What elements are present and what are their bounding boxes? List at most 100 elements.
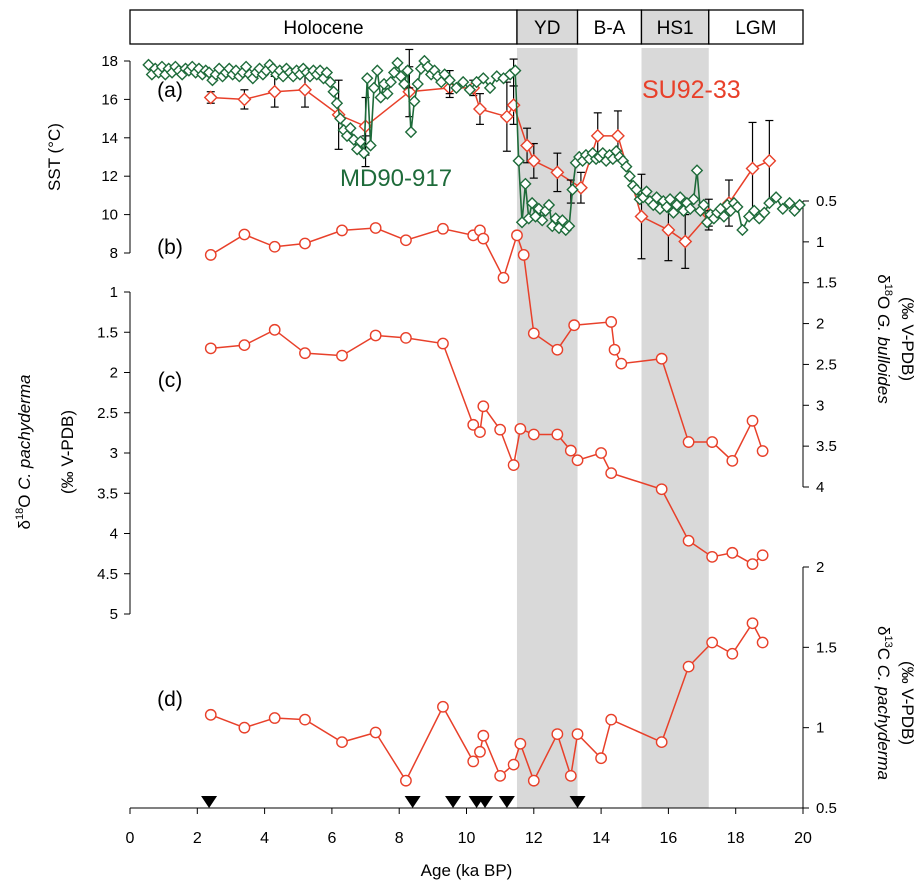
md_sst-point — [456, 75, 470, 89]
pachyderma_c-tick-label: 1 — [816, 720, 824, 737]
su_sst-point — [203, 90, 218, 105]
period-box-4 — [708, 9, 804, 45]
md_sst-point — [623, 170, 636, 183]
period-label-0: Holocene — [283, 18, 363, 39]
su_sst-point — [550, 165, 565, 180]
pachyderma_c-point — [527, 774, 540, 787]
pachyderma_o-point — [467, 418, 480, 431]
bulloides-point — [497, 271, 510, 284]
md_sst-point — [650, 191, 663, 204]
series-pachyderma_c — [204, 617, 769, 787]
bulloides-point — [517, 249, 530, 261]
bulloides-point — [299, 237, 311, 250]
x-tick-label: 4 — [260, 830, 269, 847]
bulloides-tick-label: 2 — [816, 316, 824, 333]
bulloides-point — [204, 249, 217, 261]
su_sst-point — [610, 128, 625, 143]
pachyderma_o-point — [299, 347, 311, 360]
pachyderma_o-point — [477, 400, 490, 413]
su_sst-point — [526, 153, 541, 168]
bulloides-point — [369, 222, 382, 234]
pachyderma_c-axis-title: δ13C C. pachyderma — [874, 626, 894, 780]
pachyderma_c-point — [655, 736, 668, 749]
md_sst-point — [748, 204, 761, 217]
bulloides-point — [726, 454, 739, 467]
md_sst-point — [371, 64, 384, 77]
md_sst-point — [769, 191, 783, 204]
pachyderma_c-point — [299, 713, 311, 726]
pachyderma_o-point — [507, 459, 520, 471]
pachyderma_c-point — [746, 617, 759, 630]
age-control-marker — [498, 796, 515, 808]
md_sst-point — [408, 95, 421, 108]
sst-tick-label: 14 — [101, 130, 118, 147]
bulloides-point — [400, 234, 412, 247]
pachyderma_o-point — [756, 549, 769, 562]
pachyderma_c-point — [369, 726, 382, 739]
md_sst-point — [443, 74, 456, 87]
md_sst-point — [731, 200, 744, 214]
bulloides-point — [605, 316, 618, 328]
period-label-1: YD — [534, 18, 560, 39]
md_sst-point — [381, 87, 394, 100]
su_sst-point — [472, 102, 487, 116]
period-label-2: B-A — [594, 18, 626, 39]
pachyderma_c-point — [514, 737, 527, 750]
pachyderma_o-point — [494, 423, 507, 436]
pachyderma_c-point — [571, 728, 584, 740]
pachyderma_c-tick-label: 1.5 — [816, 639, 837, 656]
pachyderma_c-point — [467, 755, 480, 768]
pachyderma_c-point — [336, 736, 348, 749]
pachyderma_o-point — [571, 454, 584, 467]
pachyderma_o-tick-label: 2.5 — [97, 405, 118, 422]
bulloides-tick-label: 1 — [816, 234, 824, 251]
bulloides-point — [336, 224, 348, 237]
bulloides-point — [655, 352, 668, 365]
su_sst-point — [573, 180, 588, 195]
pachyderma_c-point — [551, 728, 564, 740]
pachyderma_o-point — [682, 534, 695, 547]
md_sst-point — [562, 219, 576, 233]
bulloides-point — [568, 319, 581, 332]
su_sst-point — [499, 109, 514, 124]
bulloides-point — [268, 240, 281, 253]
md_sst-point — [687, 193, 700, 206]
x-tick-label: 0 — [126, 830, 135, 847]
md_sst-point — [344, 122, 357, 135]
md_sst-point — [361, 72, 374, 85]
md_sst-point — [330, 97, 344, 110]
md_sst-point — [556, 214, 569, 227]
bulloides-point — [756, 445, 769, 457]
md_sst-point — [736, 223, 749, 237]
period-label-4: LGM — [735, 18, 776, 39]
x-tick-label: 10 — [458, 830, 476, 847]
pachyderma_o-point — [369, 329, 382, 342]
sst-axis-title: SST (°C) — [45, 123, 64, 191]
bulloides-tick-label: 2.5 — [816, 356, 837, 373]
md_sst-point — [367, 81, 381, 95]
md_sst-point — [763, 196, 776, 210]
age-control-marker — [445, 796, 462, 808]
su_sst-point — [297, 82, 312, 97]
pachyderma_o-tick-label: 3 — [110, 445, 118, 462]
pachyderma_c-point — [437, 700, 449, 713]
x-tick-label: 20 — [794, 830, 812, 847]
md_sst-point — [697, 198, 710, 212]
pachyderma_o-tick-label: 4 — [110, 526, 118, 543]
pachyderma_o-tick-label: 1.5 — [97, 324, 118, 341]
su_sst-point — [762, 153, 777, 168]
su_sst-point — [745, 161, 760, 176]
pachyderma_c-axis-unit: (‰ V-PDB) — [898, 661, 914, 745]
panel-label-d: (d) — [157, 688, 183, 711]
md_sst-point — [630, 183, 643, 196]
bulloides-point — [615, 357, 628, 370]
series-label-md_sst: MD90-917 — [340, 165, 452, 192]
md_sst-point — [758, 206, 771, 219]
panel-label-c: (c) — [158, 369, 183, 392]
bulloides-point — [238, 228, 251, 241]
period-label-3: HS1 — [657, 18, 694, 39]
md_sst-point — [450, 81, 463, 95]
pachyderma_c-tick-label: 2 — [816, 559, 824, 576]
md_sst-point — [411, 77, 424, 91]
